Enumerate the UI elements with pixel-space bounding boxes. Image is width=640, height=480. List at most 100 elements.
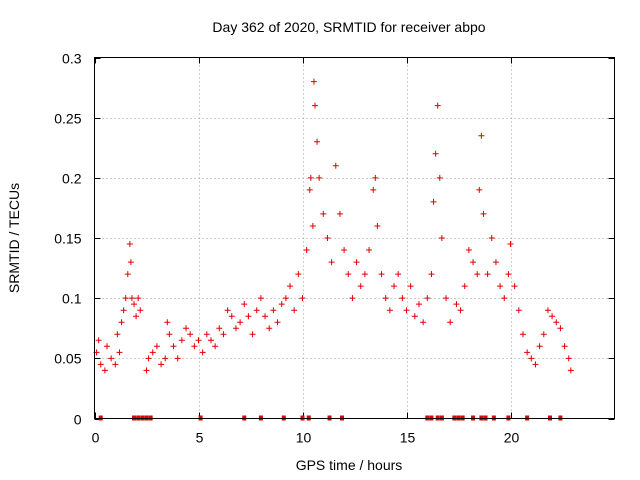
data-point: [349, 295, 356, 302]
data-point: [328, 259, 335, 266]
data-point: [245, 313, 252, 320]
data-point: [532, 361, 539, 368]
data-point: [131, 301, 138, 308]
data-point: [158, 361, 165, 368]
data-point: [178, 337, 185, 344]
data-point: [310, 78, 317, 85]
data-point: [411, 313, 418, 320]
x-tick-label: 10: [296, 430, 312, 446]
data-point: [341, 247, 348, 254]
data-point: [135, 295, 142, 302]
data-point: [519, 331, 526, 338]
data-point: [306, 186, 313, 193]
data-point: [557, 325, 564, 332]
data-point: [191, 343, 198, 350]
data-point: [453, 301, 460, 308]
data-point: [480, 210, 487, 217]
data-point: [492, 259, 499, 266]
data-point: [128, 295, 135, 302]
data-point: [374, 222, 381, 229]
data-point: [295, 271, 302, 278]
data-point: [549, 313, 556, 320]
data-point: [224, 307, 231, 314]
data-point: [511, 283, 518, 290]
data-point: [257, 295, 264, 302]
data-point: [127, 259, 134, 266]
data-point: [345, 271, 352, 278]
data-point: [116, 349, 123, 356]
data-point: [216, 325, 223, 332]
data-point: [149, 349, 156, 356]
data-point: [428, 271, 435, 278]
data-point: [241, 301, 248, 308]
data-point: [424, 295, 431, 302]
data-point: [303, 247, 310, 254]
data-point: [212, 343, 219, 350]
y-tick-label: 0.15: [54, 231, 81, 247]
data-point: [438, 235, 445, 241]
data-point: [114, 331, 121, 338]
data-point: [162, 355, 169, 362]
data-point: [565, 355, 572, 362]
data-point: [497, 283, 504, 290]
data-point: [465, 247, 472, 254]
data-point: [207, 337, 214, 344]
data-point: [430, 198, 437, 205]
data-point: [524, 349, 531, 356]
data-point: [170, 343, 177, 350]
data-point: [309, 222, 316, 229]
x-tick-label: 15: [400, 430, 416, 446]
data-point: [126, 241, 133, 248]
data-point: [357, 283, 364, 290]
data-point: [316, 174, 323, 181]
data-point: [474, 271, 481, 278]
data-point: [403, 307, 410, 314]
data-point: [262, 313, 269, 320]
data-point: [143, 367, 150, 374]
x-tick-label: 5: [196, 430, 204, 446]
data-point: [528, 355, 535, 362]
data-point: [122, 295, 129, 302]
data-point: [166, 331, 173, 338]
data-points: [93, 78, 574, 374]
data-point: [457, 307, 464, 314]
data-point: [415, 301, 422, 308]
data-point: [278, 301, 285, 308]
data-point: [382, 295, 389, 302]
data-point: [501, 295, 508, 302]
data-point: [370, 186, 377, 193]
data-point: [203, 331, 210, 338]
data-point: [540, 331, 547, 338]
data-point: [447, 319, 454, 326]
data-point: [145, 355, 152, 362]
data-point: [515, 307, 522, 314]
data-point: [434, 102, 441, 109]
data-point: [299, 295, 306, 302]
data-point: [544, 307, 551, 314]
y-tick-label: 0.3: [62, 51, 82, 67]
data-point: [432, 150, 439, 157]
data-point: [270, 307, 277, 314]
chart-title: Day 362 of 2020, SRMTID for receiver abp…: [212, 19, 485, 35]
y-tick-label: 0.25: [54, 111, 81, 127]
data-point: [153, 343, 160, 350]
data-point: [478, 132, 485, 139]
data-point: [199, 349, 206, 356]
data-point: [420, 319, 427, 326]
data-point: [505, 271, 512, 278]
y-axis-label: SRMTID / TECUs: [6, 183, 22, 293]
data-point: [484, 271, 491, 278]
data-point: [378, 271, 385, 278]
data-point: [353, 259, 360, 266]
data-point: [253, 307, 260, 314]
y-tick-label: 0.2: [62, 171, 82, 187]
data-point: [307, 174, 314, 181]
data-point: [320, 210, 327, 217]
data-point: [120, 307, 127, 314]
data-point: [567, 367, 574, 374]
data-point: [291, 307, 298, 314]
data-point: [237, 319, 244, 326]
data-point: [112, 361, 119, 368]
data-point: [101, 367, 108, 374]
data-point: [228, 313, 235, 320]
